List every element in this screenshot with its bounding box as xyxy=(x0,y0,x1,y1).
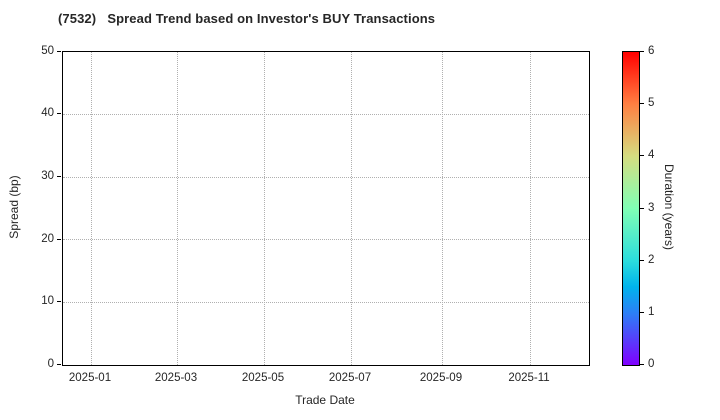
gridline-vertical xyxy=(441,52,443,365)
gridline-vertical xyxy=(529,52,531,365)
gridline-horizontal xyxy=(63,114,589,115)
colorbar-tick-label: 0 xyxy=(648,358,655,370)
y-tick-mark xyxy=(57,51,61,52)
colorbar-tick-mark xyxy=(640,364,644,365)
x-axis-label: Trade Date xyxy=(295,393,355,407)
colorbar-tick-mark xyxy=(640,103,644,104)
x-tick-label: 2025-09 xyxy=(419,372,463,384)
x-tick-label: 2025-11 xyxy=(508,372,550,384)
colorbar-tick-label: 1 xyxy=(648,306,655,318)
gridline-horizontal xyxy=(63,177,589,178)
colorbar-gradient xyxy=(622,51,640,366)
x-tick-label: 2025-03 xyxy=(154,372,198,384)
y-tick-mark xyxy=(57,364,61,365)
colorbar-tick-mark xyxy=(640,208,644,209)
plot-area xyxy=(62,51,590,366)
y-tick-mark xyxy=(57,176,61,177)
colorbar-tick-mark xyxy=(640,51,644,52)
gridline-vertical xyxy=(350,52,352,365)
gridline-horizontal xyxy=(63,302,589,303)
gridline-vertical xyxy=(263,52,265,365)
y-tick-mark xyxy=(57,113,61,114)
colorbar-tick-label: 5 xyxy=(648,97,655,109)
colorbar-tick-label: 4 xyxy=(648,149,655,161)
y-tick-label: 30 xyxy=(41,170,54,182)
x-tick-label: 2025-05 xyxy=(241,372,285,384)
y-tick-label: 50 xyxy=(41,45,54,57)
y-tick-label: 0 xyxy=(47,358,54,370)
x-tick-label: 2025-01 xyxy=(68,372,112,384)
colorbar-tick-mark xyxy=(640,155,644,156)
y-tick-label: 20 xyxy=(41,233,54,245)
x-tick-label: 2025-07 xyxy=(328,372,372,384)
chart-title: (7532) Spread Trend based on Investor's … xyxy=(58,11,436,26)
y-tick-mark xyxy=(57,301,61,302)
y-tick-label: 40 xyxy=(41,107,54,119)
colorbar-tick-label: 2 xyxy=(648,254,655,266)
gridline-vertical xyxy=(90,52,92,365)
colorbar-tick-mark xyxy=(640,260,644,261)
gridline-horizontal xyxy=(63,239,589,240)
colorbar-tick-label: 6 xyxy=(648,45,655,57)
gridline-vertical xyxy=(176,52,178,365)
colorbar-tick-label: 3 xyxy=(648,202,655,214)
colorbar-axis-label: Duration (years) xyxy=(662,163,676,251)
y-tick-label: 10 xyxy=(41,295,54,307)
colorbar-tick-mark xyxy=(640,312,644,313)
y-tick-mark xyxy=(57,239,61,240)
y-axis-label: Spread (bp) xyxy=(7,175,21,239)
